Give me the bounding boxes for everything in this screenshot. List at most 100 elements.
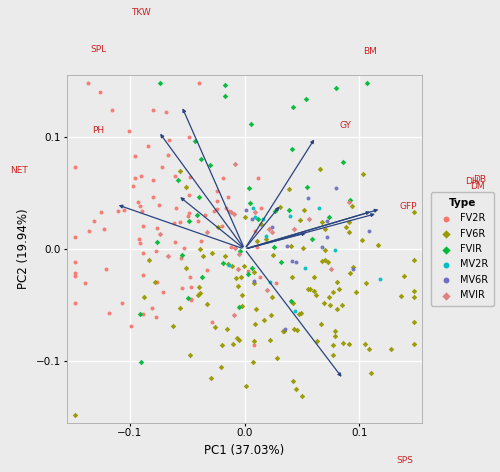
FVIR: [192, 211, 200, 219]
MVIR: [204, 228, 212, 236]
FV6R: [238, 302, 246, 309]
FV6R: [294, 326, 302, 334]
FV6R: [196, 290, 204, 297]
FV2R: [70, 258, 78, 265]
FV6R: [176, 304, 184, 312]
MVIR: [265, 226, 273, 233]
FV2R: [184, 212, 192, 219]
FV2R: [178, 284, 186, 292]
FV6R: [348, 202, 356, 210]
FV2R: [144, 143, 152, 150]
FV6R: [240, 262, 248, 270]
MV2R: [376, 275, 384, 283]
FV6R: [262, 236, 270, 243]
FV2R: [196, 79, 203, 87]
FV6R: [321, 256, 329, 263]
FVIR: [364, 79, 372, 87]
FV2R: [180, 244, 188, 252]
FVIR: [340, 158, 347, 166]
FVIR: [254, 216, 262, 223]
FV2R: [164, 152, 172, 159]
FVIR: [153, 238, 161, 246]
FV2R: [100, 225, 108, 233]
FV6R: [329, 288, 337, 296]
FV2R: [102, 265, 110, 272]
FV6R: [346, 269, 354, 277]
FV6R: [238, 292, 246, 299]
FV6R: [365, 345, 373, 352]
Text: SPS: SPS: [396, 456, 413, 465]
FVIR: [278, 258, 285, 266]
FV2R: [244, 267, 252, 275]
FV2R: [132, 152, 140, 160]
MV6R: [242, 206, 250, 214]
FVIR: [308, 235, 316, 243]
FVIR: [196, 193, 203, 201]
FV6R: [335, 286, 343, 293]
MVIR: [235, 250, 243, 258]
FV2R: [105, 309, 113, 317]
FV2R: [136, 202, 144, 210]
FVIR: [235, 303, 243, 311]
FV2R: [225, 207, 233, 214]
FV6R: [208, 374, 216, 382]
Text: BM: BM: [363, 47, 377, 56]
FV2R: [140, 310, 147, 318]
FV2R: [203, 266, 211, 274]
FV6R: [250, 337, 258, 345]
FV2R: [153, 225, 161, 232]
FVIR: [138, 358, 145, 366]
FV2R: [70, 270, 78, 277]
FV6R: [324, 258, 332, 265]
FV6R: [229, 341, 237, 348]
FV2R: [70, 163, 78, 171]
FVIR: [248, 265, 256, 272]
FV6R: [312, 291, 320, 299]
MV2R: [332, 246, 340, 254]
FV2R: [165, 136, 173, 144]
FV2R: [70, 272, 78, 280]
MV2R: [262, 232, 270, 240]
MVIR: [230, 311, 238, 318]
FV6R: [306, 286, 314, 293]
FV6R: [330, 351, 338, 358]
Text: PH: PH: [92, 126, 104, 135]
FV6R: [252, 305, 260, 312]
FV6R: [321, 225, 329, 233]
FV6R: [140, 294, 148, 301]
FVIR: [346, 196, 354, 203]
FV2R: [224, 194, 232, 201]
FV2R: [188, 295, 196, 303]
MVIR: [268, 228, 276, 236]
FV2R: [139, 223, 147, 230]
FV2R: [124, 127, 132, 135]
FV6R: [194, 291, 202, 299]
FV2R: [129, 183, 137, 190]
Legend: FV2R, FV6R, FVIR, MV2R, MV6R, MVIR: FV2R, FV6R, FVIR, MV2R, MV6R, MVIR: [431, 192, 494, 306]
MV2R: [250, 213, 258, 221]
MVIR: [326, 265, 334, 273]
FV2R: [177, 254, 185, 261]
FV6R: [212, 323, 220, 331]
FV2R: [176, 219, 184, 226]
FV2R: [197, 237, 205, 245]
FV2R: [250, 341, 258, 349]
FV2R: [208, 319, 216, 326]
FV2R: [85, 228, 93, 235]
FVIR: [192, 137, 200, 144]
FV6R: [170, 322, 177, 329]
FV2R: [136, 239, 143, 247]
FV2R: [108, 107, 116, 114]
FV6R: [333, 278, 341, 286]
FVIR: [271, 207, 279, 215]
FVIR: [136, 310, 144, 318]
FVIR: [174, 177, 182, 184]
FV6R: [320, 246, 328, 254]
FVIR: [184, 218, 192, 225]
FVIR: [184, 295, 192, 302]
FVIR: [332, 84, 340, 92]
MV2R: [224, 261, 232, 269]
FVIR: [302, 95, 310, 103]
FV6R: [250, 269, 258, 276]
FVIR: [206, 161, 214, 169]
